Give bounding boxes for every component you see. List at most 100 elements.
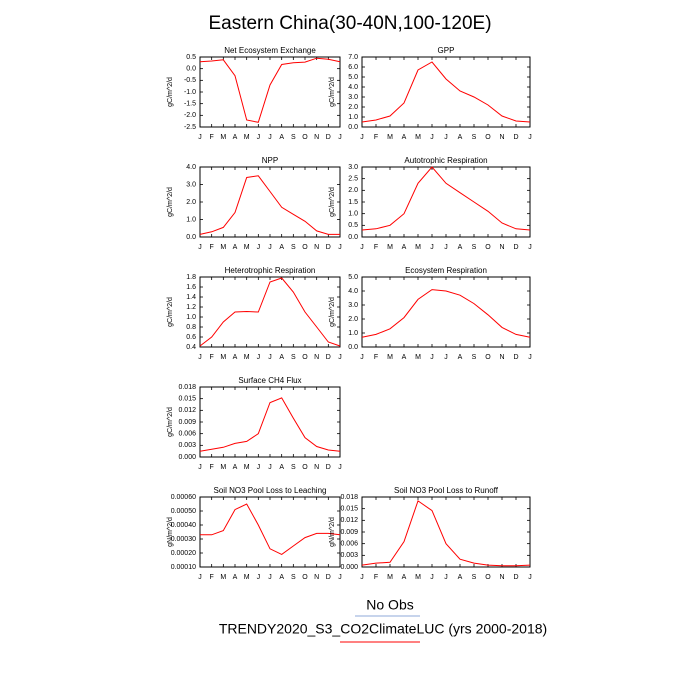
panel-title: Heterotrophic Respiration [225, 266, 316, 275]
y-tick-label: 0.012 [178, 407, 196, 414]
x-tick-label: M [244, 354, 250, 361]
x-tick-label: A [402, 574, 407, 581]
x-tick-label: J [338, 574, 342, 581]
x-tick-label: J [257, 134, 261, 141]
y-tick-label: 0.012 [340, 517, 358, 524]
y-axis-label: gC/m^2/d [167, 187, 174, 217]
panel-title: Autotrophic Respiration [404, 156, 487, 165]
y-axis-label: gC/m^2/d [167, 407, 174, 437]
y-axis-label: gC/m^2/d [167, 77, 174, 107]
y-tick-label: 0.000 [178, 454, 196, 461]
y-tick-label: 0.009 [340, 529, 358, 536]
x-tick-label: M [387, 574, 393, 581]
x-tick-label: J [268, 244, 272, 251]
x-tick-label: F [374, 354, 378, 361]
y-axis-label: gC/m^2/d [329, 187, 336, 217]
y-tick-label: 4.0 [348, 288, 358, 295]
x-tick-label: J [360, 354, 364, 361]
x-tick-label: O [302, 574, 308, 581]
x-tick-label: J [444, 574, 448, 581]
data-line [199, 277, 341, 347]
data-line [361, 500, 531, 567]
x-tick-label: J [257, 354, 261, 361]
x-tick-label: A [458, 354, 463, 361]
x-tick-label: D [513, 574, 518, 581]
y-tick-label: 2.0 [348, 104, 358, 111]
y-tick-label: -1.5 [184, 101, 196, 108]
x-tick-label: M [220, 574, 226, 581]
x-tick-label: J [528, 574, 532, 581]
x-tick-label: S [472, 354, 477, 361]
x-tick-label: A [279, 464, 284, 471]
panel-title: Net Ecosystem Exchange [224, 46, 316, 55]
panel-title: Surface CH4 Flux [238, 376, 301, 385]
y-axis-label: gN/m^2/d [329, 517, 336, 547]
x-tick-label: O [302, 354, 308, 361]
x-tick-label: A [458, 574, 463, 581]
x-tick-label: M [220, 354, 226, 361]
data-line [200, 503, 341, 555]
x-tick-label: J [430, 134, 434, 141]
y-tick-label: 0.015 [178, 396, 196, 403]
x-tick-label: J [198, 134, 202, 141]
x-tick-label: J [268, 354, 272, 361]
x-tick-label: A [458, 134, 463, 141]
y-tick-label: 1.4 [186, 294, 196, 301]
x-tick-label: N [314, 244, 319, 251]
y-tick-label: 0.0 [348, 344, 358, 351]
x-tick-label: A [279, 574, 284, 581]
x-tick-label: S [291, 244, 296, 251]
y-tick-label: 2.0 [186, 199, 196, 206]
x-tick-label: J [198, 244, 202, 251]
panel-title: Ecosystem Respiration [405, 266, 487, 275]
x-tick-label: A [233, 464, 238, 471]
y-tick-label: 0.0 [186, 66, 196, 73]
x-tick-label: D [326, 354, 331, 361]
x-tick-label: M [387, 244, 393, 251]
legend-label: TRENDY2020_S3_CO2ClimateLUC (yrs 2000-20… [219, 621, 547, 637]
x-tick-label: J [528, 134, 532, 141]
y-tick-label: 0.0 [186, 234, 196, 241]
figure-title: Eastern China(30-40N,100-120E) [208, 13, 491, 34]
panel-title: GPP [438, 46, 455, 55]
y-tick-label: 3.0 [348, 164, 358, 171]
y-axis-label: gC/m^2/d [329, 297, 336, 327]
y-tick-label: 1.2 [186, 304, 196, 311]
y-tick-label: 1.6 [186, 284, 196, 291]
y-tick-label: 0.015 [340, 506, 358, 513]
x-tick-label: A [279, 354, 284, 361]
x-tick-label: A [233, 354, 238, 361]
x-tick-label: S [291, 574, 296, 581]
x-tick-label: J [268, 574, 272, 581]
x-tick-label: J [338, 354, 342, 361]
panel-title: Soil NO3 Pool Loss to Runoff [394, 486, 499, 495]
x-tick-label: J [338, 464, 342, 471]
x-tick-label: J [528, 354, 532, 361]
x-tick-label: N [499, 574, 504, 581]
y-tick-label: -0.5 [184, 77, 196, 84]
y-tick-label: 0.5 [186, 54, 196, 61]
y-tick-label: 1.5 [348, 199, 358, 206]
x-tick-label: J [198, 574, 202, 581]
x-tick-label: A [279, 244, 284, 251]
x-tick-label: O [302, 244, 308, 251]
plot-frame [361, 276, 531, 348]
x-tick-label: S [472, 244, 477, 251]
x-tick-label: S [291, 134, 296, 141]
x-tick-label: F [374, 134, 378, 141]
x-tick-label: S [291, 464, 296, 471]
plot-frame [199, 56, 341, 128]
x-tick-label: M [415, 134, 421, 141]
x-tick-label: M [415, 574, 421, 581]
y-axis-label: gN/m^2/d [167, 517, 174, 547]
x-tick-label: O [485, 574, 491, 581]
legend-label: No Obs [366, 597, 413, 613]
x-tick-label: M [220, 134, 226, 141]
x-tick-label: F [210, 354, 214, 361]
y-tick-label: 2.0 [348, 316, 358, 323]
x-tick-label: J [444, 244, 448, 251]
x-tick-label: M [387, 354, 393, 361]
y-tick-label: 0.8 [186, 324, 196, 331]
y-axis-label: gC/m^2/d [329, 77, 336, 107]
x-tick-label: A [233, 134, 238, 141]
